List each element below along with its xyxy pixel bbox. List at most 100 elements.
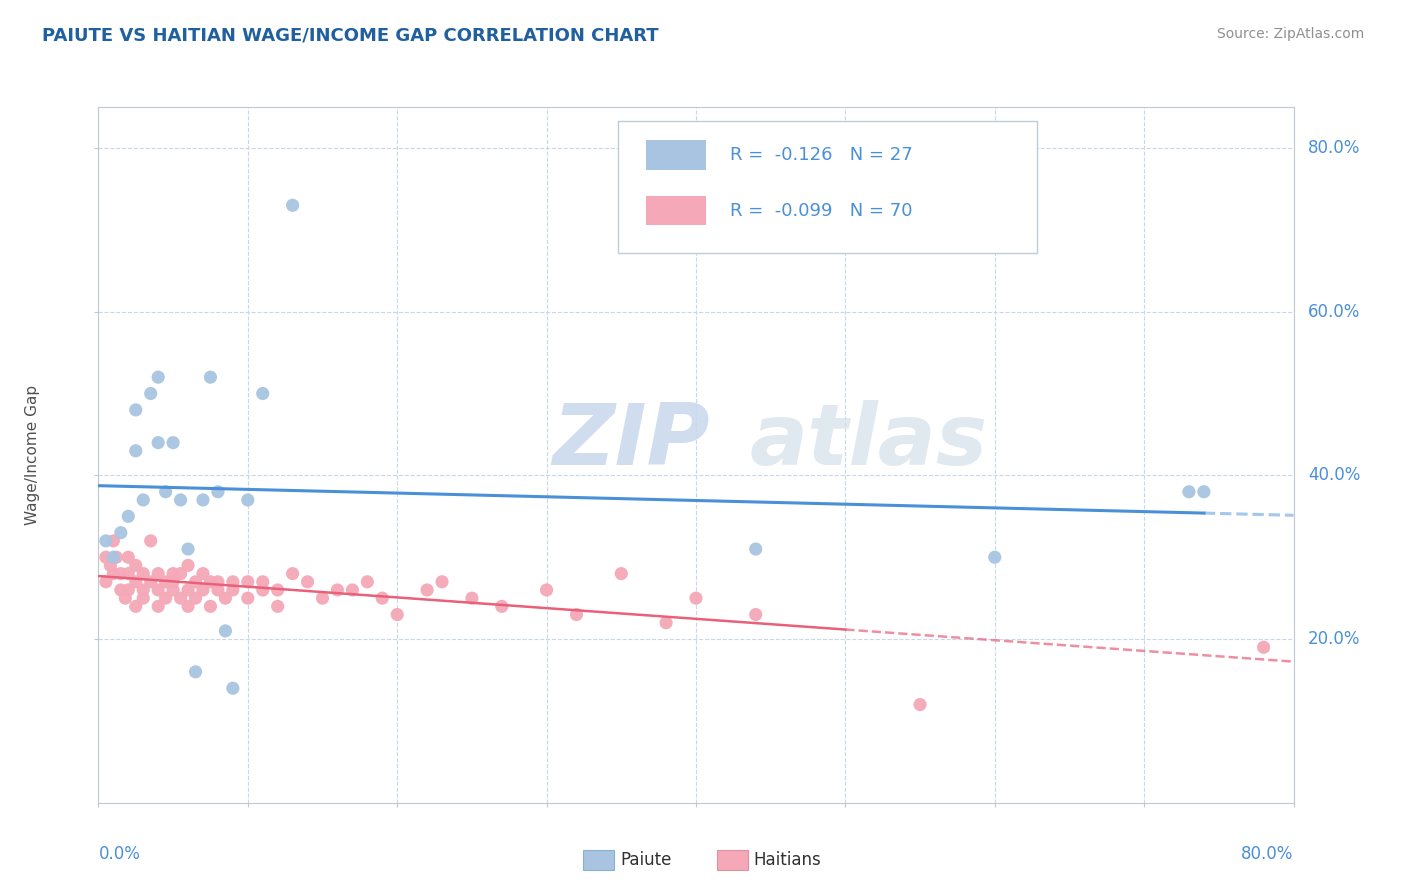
Point xyxy=(236,574,259,589)
Point xyxy=(191,566,214,581)
Point xyxy=(155,591,177,606)
Point xyxy=(117,566,139,581)
Point xyxy=(908,698,931,712)
Point xyxy=(685,591,707,606)
Point xyxy=(214,624,236,638)
Point xyxy=(297,574,319,589)
Point xyxy=(103,566,125,581)
Point xyxy=(125,443,148,458)
Point xyxy=(200,599,222,614)
Point xyxy=(191,492,214,507)
Point xyxy=(177,599,200,614)
Text: ZIP: ZIP xyxy=(553,400,710,483)
Point xyxy=(416,582,439,597)
Text: R =  -0.126   N = 27: R = -0.126 N = 27 xyxy=(730,146,912,164)
Point xyxy=(139,386,162,401)
Point xyxy=(94,574,117,589)
Point xyxy=(148,435,170,450)
Point xyxy=(117,582,139,597)
Point xyxy=(184,665,207,679)
Point xyxy=(114,591,136,606)
Point xyxy=(281,198,304,212)
Point xyxy=(148,370,170,384)
Point xyxy=(110,566,132,581)
Point xyxy=(148,599,170,614)
Text: 20.0%: 20.0% xyxy=(1308,630,1361,648)
Text: Source: ZipAtlas.com: Source: ZipAtlas.com xyxy=(1216,27,1364,41)
Point xyxy=(565,607,588,622)
Point xyxy=(326,582,349,597)
Point xyxy=(162,566,184,581)
Point xyxy=(200,370,222,384)
Point xyxy=(342,582,364,597)
Point xyxy=(148,566,170,581)
Text: Wage/Income Gap: Wage/Income Gap xyxy=(25,384,41,525)
Point xyxy=(139,574,162,589)
Point xyxy=(461,591,484,606)
Text: R =  -0.099   N = 70: R = -0.099 N = 70 xyxy=(730,202,912,219)
Point xyxy=(110,582,132,597)
Point xyxy=(162,582,184,597)
Text: atlas: atlas xyxy=(749,400,988,483)
Point xyxy=(103,550,125,565)
Point xyxy=(200,574,222,589)
Point xyxy=(214,591,236,606)
Point xyxy=(132,492,155,507)
Point xyxy=(162,435,184,450)
FancyBboxPatch shape xyxy=(645,140,706,169)
Point xyxy=(169,591,191,606)
Point xyxy=(132,582,155,597)
Point xyxy=(177,542,200,557)
Text: PAIUTE VS HAITIAN WAGE/INCOME GAP CORRELATION CHART: PAIUTE VS HAITIAN WAGE/INCOME GAP CORREL… xyxy=(42,27,659,45)
Point xyxy=(94,550,117,565)
Point xyxy=(110,525,132,540)
Point xyxy=(356,574,378,589)
Point xyxy=(125,558,148,573)
Point xyxy=(252,574,274,589)
Point xyxy=(155,574,177,589)
Text: 80.0%: 80.0% xyxy=(1308,139,1360,157)
Point xyxy=(281,566,304,581)
Point xyxy=(184,574,207,589)
Point xyxy=(132,591,155,606)
Text: 0.0%: 0.0% xyxy=(98,845,141,863)
Point xyxy=(371,591,394,606)
Point xyxy=(385,607,409,622)
Point xyxy=(236,492,259,507)
Point xyxy=(139,533,162,548)
Point xyxy=(169,492,191,507)
Point xyxy=(103,533,125,548)
Point xyxy=(132,566,155,581)
Text: 60.0%: 60.0% xyxy=(1308,302,1360,321)
FancyBboxPatch shape xyxy=(645,196,706,226)
Point xyxy=(1192,484,1215,499)
Point xyxy=(117,550,139,565)
Point xyxy=(184,591,207,606)
Point xyxy=(125,574,148,589)
Text: 40.0%: 40.0% xyxy=(1308,467,1360,484)
Point xyxy=(745,542,768,557)
Point xyxy=(222,681,245,696)
Point xyxy=(177,582,200,597)
Point xyxy=(983,550,1005,565)
Point xyxy=(745,607,768,622)
Point xyxy=(491,599,513,614)
Point xyxy=(94,533,117,548)
Point xyxy=(1178,484,1201,499)
Point xyxy=(98,558,122,573)
Point xyxy=(207,484,229,499)
Point xyxy=(125,599,148,614)
Point xyxy=(105,550,128,565)
Point xyxy=(1253,640,1275,655)
Point xyxy=(236,591,259,606)
Text: 80.0%: 80.0% xyxy=(1241,845,1294,863)
Point xyxy=(125,403,148,417)
Point xyxy=(655,615,678,630)
Point xyxy=(430,574,453,589)
Point xyxy=(536,582,558,597)
Point xyxy=(222,574,245,589)
Point xyxy=(267,582,290,597)
Point xyxy=(117,509,139,524)
Point xyxy=(610,566,633,581)
Point xyxy=(252,582,274,597)
